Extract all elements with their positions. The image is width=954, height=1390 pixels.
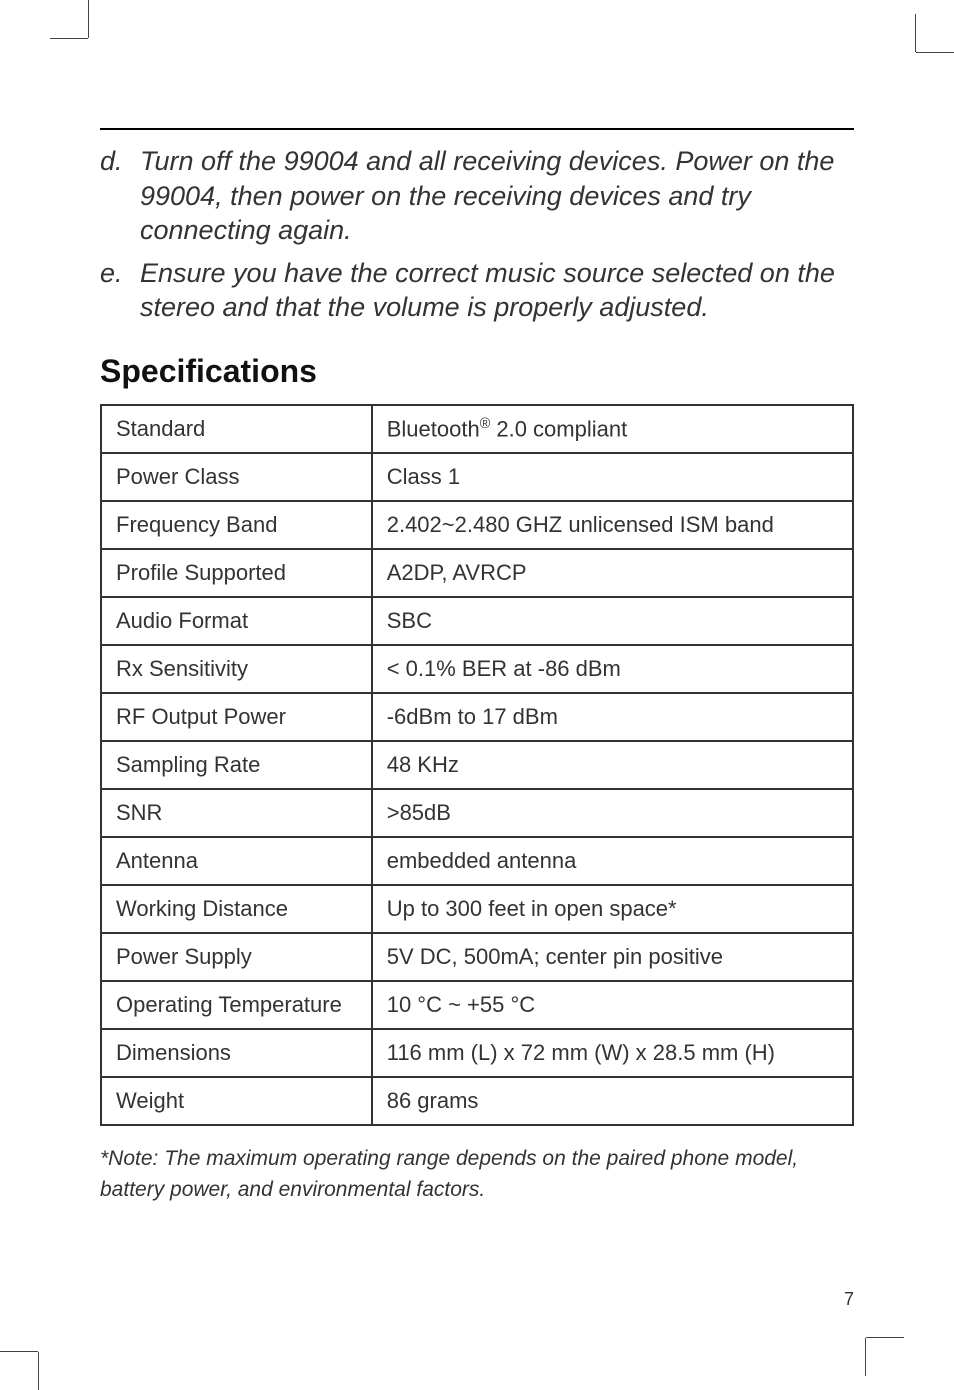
spec-label: Rx Sensitivity — [101, 645, 372, 693]
step-marker: d. — [100, 144, 140, 179]
table-row: Sampling Rate48 KHz — [101, 741, 853, 789]
crop-mark — [866, 1337, 904, 1338]
crop-mark — [38, 1352, 39, 1390]
spec-value: 5V DC, 500mA; center pin positive — [372, 933, 853, 981]
table-row: RF Output Power-6dBm to 17 dBm — [101, 693, 853, 741]
spec-label: Sampling Rate — [101, 741, 372, 789]
spec-label: Frequency Band — [101, 501, 372, 549]
spec-value: embedded antenna — [372, 837, 853, 885]
spec-label: Operating Temperature — [101, 981, 372, 1029]
spec-value: < 0.1% BER at -86 dBm — [372, 645, 853, 693]
spec-value: SBC — [372, 597, 853, 645]
table-row: SNR>85dB — [101, 789, 853, 837]
instruction-step: d.Turn off the 99004 and all receiving d… — [100, 144, 854, 248]
table-row: Frequency Band2.402~2.480 GHZ unlicensed… — [101, 501, 853, 549]
spec-value: 116 mm (L) x 72 mm (W) x 28.5 mm (H) — [372, 1029, 853, 1077]
spec-value: 86 grams — [372, 1077, 853, 1125]
crop-mark — [915, 14, 916, 52]
table-row: Audio FormatSBC — [101, 597, 853, 645]
spec-label: Weight — [101, 1077, 372, 1125]
crop-mark — [50, 38, 88, 39]
table-row: Weight86 grams — [101, 1077, 853, 1125]
section-rule — [100, 128, 854, 130]
table-row: Dimensions116 mm (L) x 72 mm (W) x 28.5 … — [101, 1029, 853, 1077]
specifications-table: StandardBluetooth® 2.0 compliantPower Cl… — [100, 404, 854, 1126]
spec-label: Audio Format — [101, 597, 372, 645]
table-row: Profile SupportedA2DP, AVRCP — [101, 549, 853, 597]
spec-value: Up to 300 feet in open space* — [372, 885, 853, 933]
spec-label: SNR — [101, 789, 372, 837]
spec-value: 2.402~2.480 GHZ unlicensed ISM band — [372, 501, 853, 549]
spec-label: Power Class — [101, 453, 372, 501]
spec-label: Standard — [101, 405, 372, 453]
spec-value: A2DP, AVRCP — [372, 549, 853, 597]
section-title: Specifications — [100, 353, 854, 390]
footnote: *Note: The maximum operating range depen… — [100, 1144, 854, 1205]
spec-value: 48 KHz — [372, 741, 853, 789]
step-text: Ensure you have the correct music source… — [140, 258, 835, 323]
spec-label: Power Supply — [101, 933, 372, 981]
table-row: Operating Temperature10 °C ~ +55 °C — [101, 981, 853, 1029]
spec-value: -6dBm to 17 dBm — [372, 693, 853, 741]
table-row: Working DistanceUp to 300 feet in open s… — [101, 885, 853, 933]
step-text: Turn off the 99004 and all receiving dev… — [140, 146, 834, 245]
spec-value: >85dB — [372, 789, 853, 837]
spec-label: Dimensions — [101, 1029, 372, 1077]
instruction-list: d.Turn off the 99004 and all receiving d… — [100, 144, 854, 325]
spec-label: Profile Supported — [101, 549, 372, 597]
table-row: Power Supply5V DC, 500mA; center pin pos… — [101, 933, 853, 981]
page-content: d.Turn off the 99004 and all receiving d… — [100, 80, 854, 1310]
table-row: StandardBluetooth® 2.0 compliant — [101, 405, 853, 453]
crop-mark — [865, 1338, 866, 1376]
spec-tbody: StandardBluetooth® 2.0 compliantPower Cl… — [101, 405, 853, 1125]
spec-label: Antenna — [101, 837, 372, 885]
spec-label: RF Output Power — [101, 693, 372, 741]
table-row: Rx Sensitivity< 0.1% BER at -86 dBm — [101, 645, 853, 693]
spec-value: 10 °C ~ +55 °C — [372, 981, 853, 1029]
instruction-step: e.Ensure you have the correct music sour… — [100, 256, 854, 325]
crop-mark — [916, 52, 954, 53]
spec-label: Working Distance — [101, 885, 372, 933]
table-row: Power ClassClass 1 — [101, 453, 853, 501]
step-marker: e. — [100, 256, 140, 291]
spec-value: Class 1 — [372, 453, 853, 501]
crop-mark — [88, 0, 89, 38]
page-number: 7 — [844, 1289, 854, 1310]
spec-value: Bluetooth® 2.0 compliant — [372, 405, 853, 453]
table-row: Antennaembedded antenna — [101, 837, 853, 885]
crop-mark — [0, 1351, 38, 1352]
